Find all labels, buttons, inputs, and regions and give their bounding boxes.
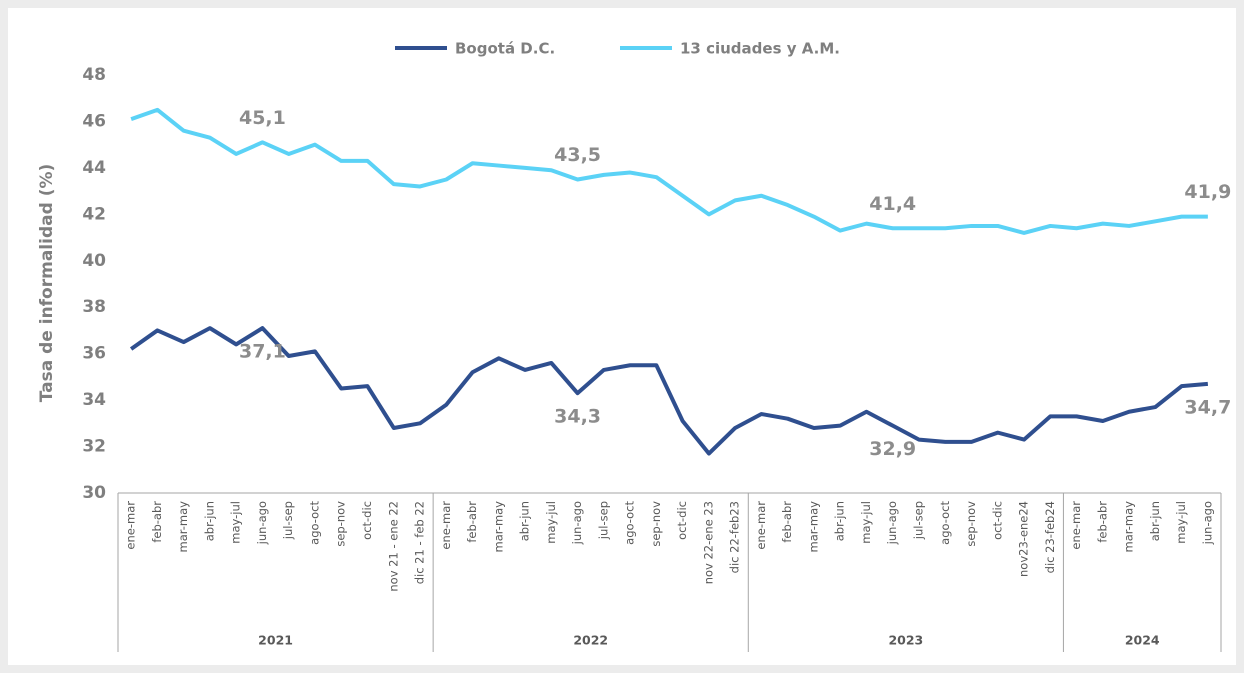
x-tick-label: sep-nov — [964, 501, 978, 547]
data-label: 32,9 — [869, 438, 916, 460]
group-label: 2022 — [573, 633, 608, 648]
x-tick-label: mar-may — [1122, 501, 1136, 553]
y-tick-label: 40 — [82, 251, 106, 271]
x-tick-label: ene-mar — [1069, 501, 1083, 550]
x-tick-label: may-jul — [1174, 501, 1188, 544]
x-tick-label: oct-dic — [360, 501, 374, 540]
x-tick-label: ene-mar — [124, 501, 138, 550]
x-tick-label: ago-oct — [307, 501, 321, 545]
y-tick-label: 30 — [82, 483, 106, 503]
data-label: 34,7 — [1184, 396, 1231, 418]
line-series — [130, 107, 1208, 235]
x-tick-label: may-jul — [229, 501, 243, 544]
data-label: 34,3 — [554, 406, 601, 428]
x-tick-label: jul-sep — [596, 501, 610, 540]
x-tick-label: ene-mar — [439, 501, 453, 550]
x-tick-label: feb-abr — [780, 501, 794, 543]
x-tick-label: jun-ago — [255, 501, 269, 545]
group-label: 2023 — [888, 633, 923, 648]
legend-label: 13 ciudades y A.M. — [680, 40, 840, 58]
y-tick-label: 48 — [82, 65, 106, 85]
data-label: 43,5 — [554, 144, 601, 166]
x-tick-label: jul-sep — [281, 501, 295, 540]
data-label: 41,4 — [869, 193, 916, 215]
x-tick-label: may-jul — [544, 501, 558, 544]
x-tick-label: nov23-ene24 — [1017, 501, 1031, 577]
x-tick-label: dic 22-feb23 — [728, 501, 742, 573]
x-tick-label: abr-jun — [1148, 501, 1162, 541]
x-tick-label: jul-sep — [911, 501, 925, 540]
x-tick-label: mar-may — [491, 501, 505, 553]
line-series — [129, 326, 1209, 456]
x-tick-label: nov 21 - ene 22 — [386, 501, 400, 592]
x-tick-label: feb-abr — [1095, 501, 1109, 543]
x-tick-label: jun-ago — [570, 501, 584, 545]
x-tick-label: dic 21 - feb 22 — [413, 501, 427, 584]
x-tick-label: nov 22-ene 23 — [701, 501, 715, 584]
data-label: 37,1 — [239, 341, 286, 363]
x-tick-label: ago-oct — [938, 501, 952, 545]
x-tick-label: oct-dic — [990, 501, 1004, 540]
x-tick-label: jun-ago — [885, 501, 899, 545]
x-tick-label: mar-may — [806, 501, 820, 553]
y-tick-label: 34 — [82, 390, 106, 410]
legend-label: Bogotá D.C. — [455, 40, 555, 58]
y-tick-label: 32 — [82, 437, 106, 457]
data-label: 45,1 — [239, 107, 286, 129]
y-tick-label: 46 — [82, 111, 106, 131]
x-tick-label: ago-oct — [623, 501, 637, 545]
x-tick-label: dic 23-feb24 — [1043, 501, 1057, 573]
y-axis-label: Tasa de informalidad (%) — [37, 164, 57, 403]
x-tick-label: ene-mar — [754, 501, 768, 550]
y-tick-label: 36 — [82, 344, 106, 364]
x-tick-label: abr-jun — [518, 501, 532, 541]
y-tick-label: 44 — [82, 158, 106, 178]
x-tick-label: abr-jun — [202, 501, 216, 541]
x-tick-label: sep-nov — [334, 501, 348, 547]
x-tick-label: may-jul — [859, 501, 873, 544]
x-tick-label: feb-abr — [150, 501, 164, 543]
x-tick-label: abr-jun — [833, 501, 847, 541]
group-label: 2024 — [1125, 633, 1160, 648]
x-tick-label: oct-dic — [675, 501, 689, 540]
chart-background — [8, 8, 1236, 665]
x-tick-label: jun-ago — [1200, 501, 1214, 545]
y-tick-label: 38 — [82, 297, 106, 317]
data-label: 41,9 — [1184, 181, 1231, 203]
x-tick-label: sep-nov — [649, 501, 663, 547]
y-tick-label: 42 — [82, 204, 106, 224]
x-tick-label: mar-may — [176, 501, 190, 553]
x-tick-label: feb-abr — [465, 501, 479, 543]
group-label: 2021 — [258, 633, 293, 648]
